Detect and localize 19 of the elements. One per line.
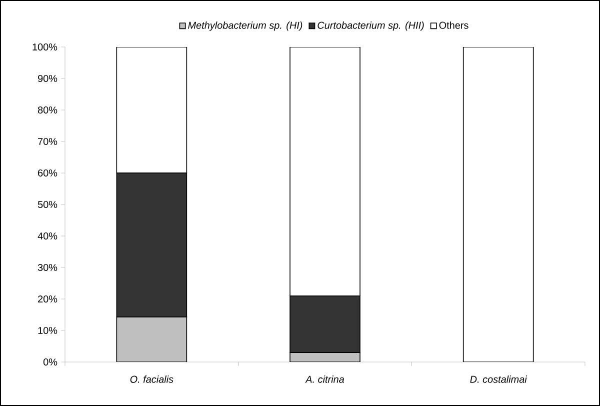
bar xyxy=(116,316,188,362)
legend-label: Others xyxy=(439,22,468,29)
y-tick-label: 70% xyxy=(38,138,58,146)
y-tick-label: 40% xyxy=(38,232,58,240)
y-tick-label: 20% xyxy=(38,295,58,303)
x-tick-label: O. facialis xyxy=(130,376,174,383)
y-tick-label: 0% xyxy=(43,358,58,366)
bar xyxy=(462,46,534,362)
y-tick-label: 50% xyxy=(38,200,58,208)
legend-label: Curtobacterium sp. (HII) xyxy=(318,22,424,31)
y-tick-label: 30% xyxy=(38,264,58,272)
y-tick-label: 100% xyxy=(32,43,58,51)
y-tick-label: 80% xyxy=(38,106,58,114)
legend-label: Methylobacterium sp. (HI) xyxy=(188,22,302,31)
y-tick-label: 60% xyxy=(38,169,58,177)
x-tick-label: A. citrina xyxy=(305,376,344,383)
x-tick-label: D. costalimai xyxy=(470,376,528,383)
y-tick-label: 90% xyxy=(38,74,58,82)
y-tick-label: 10% xyxy=(38,326,58,334)
